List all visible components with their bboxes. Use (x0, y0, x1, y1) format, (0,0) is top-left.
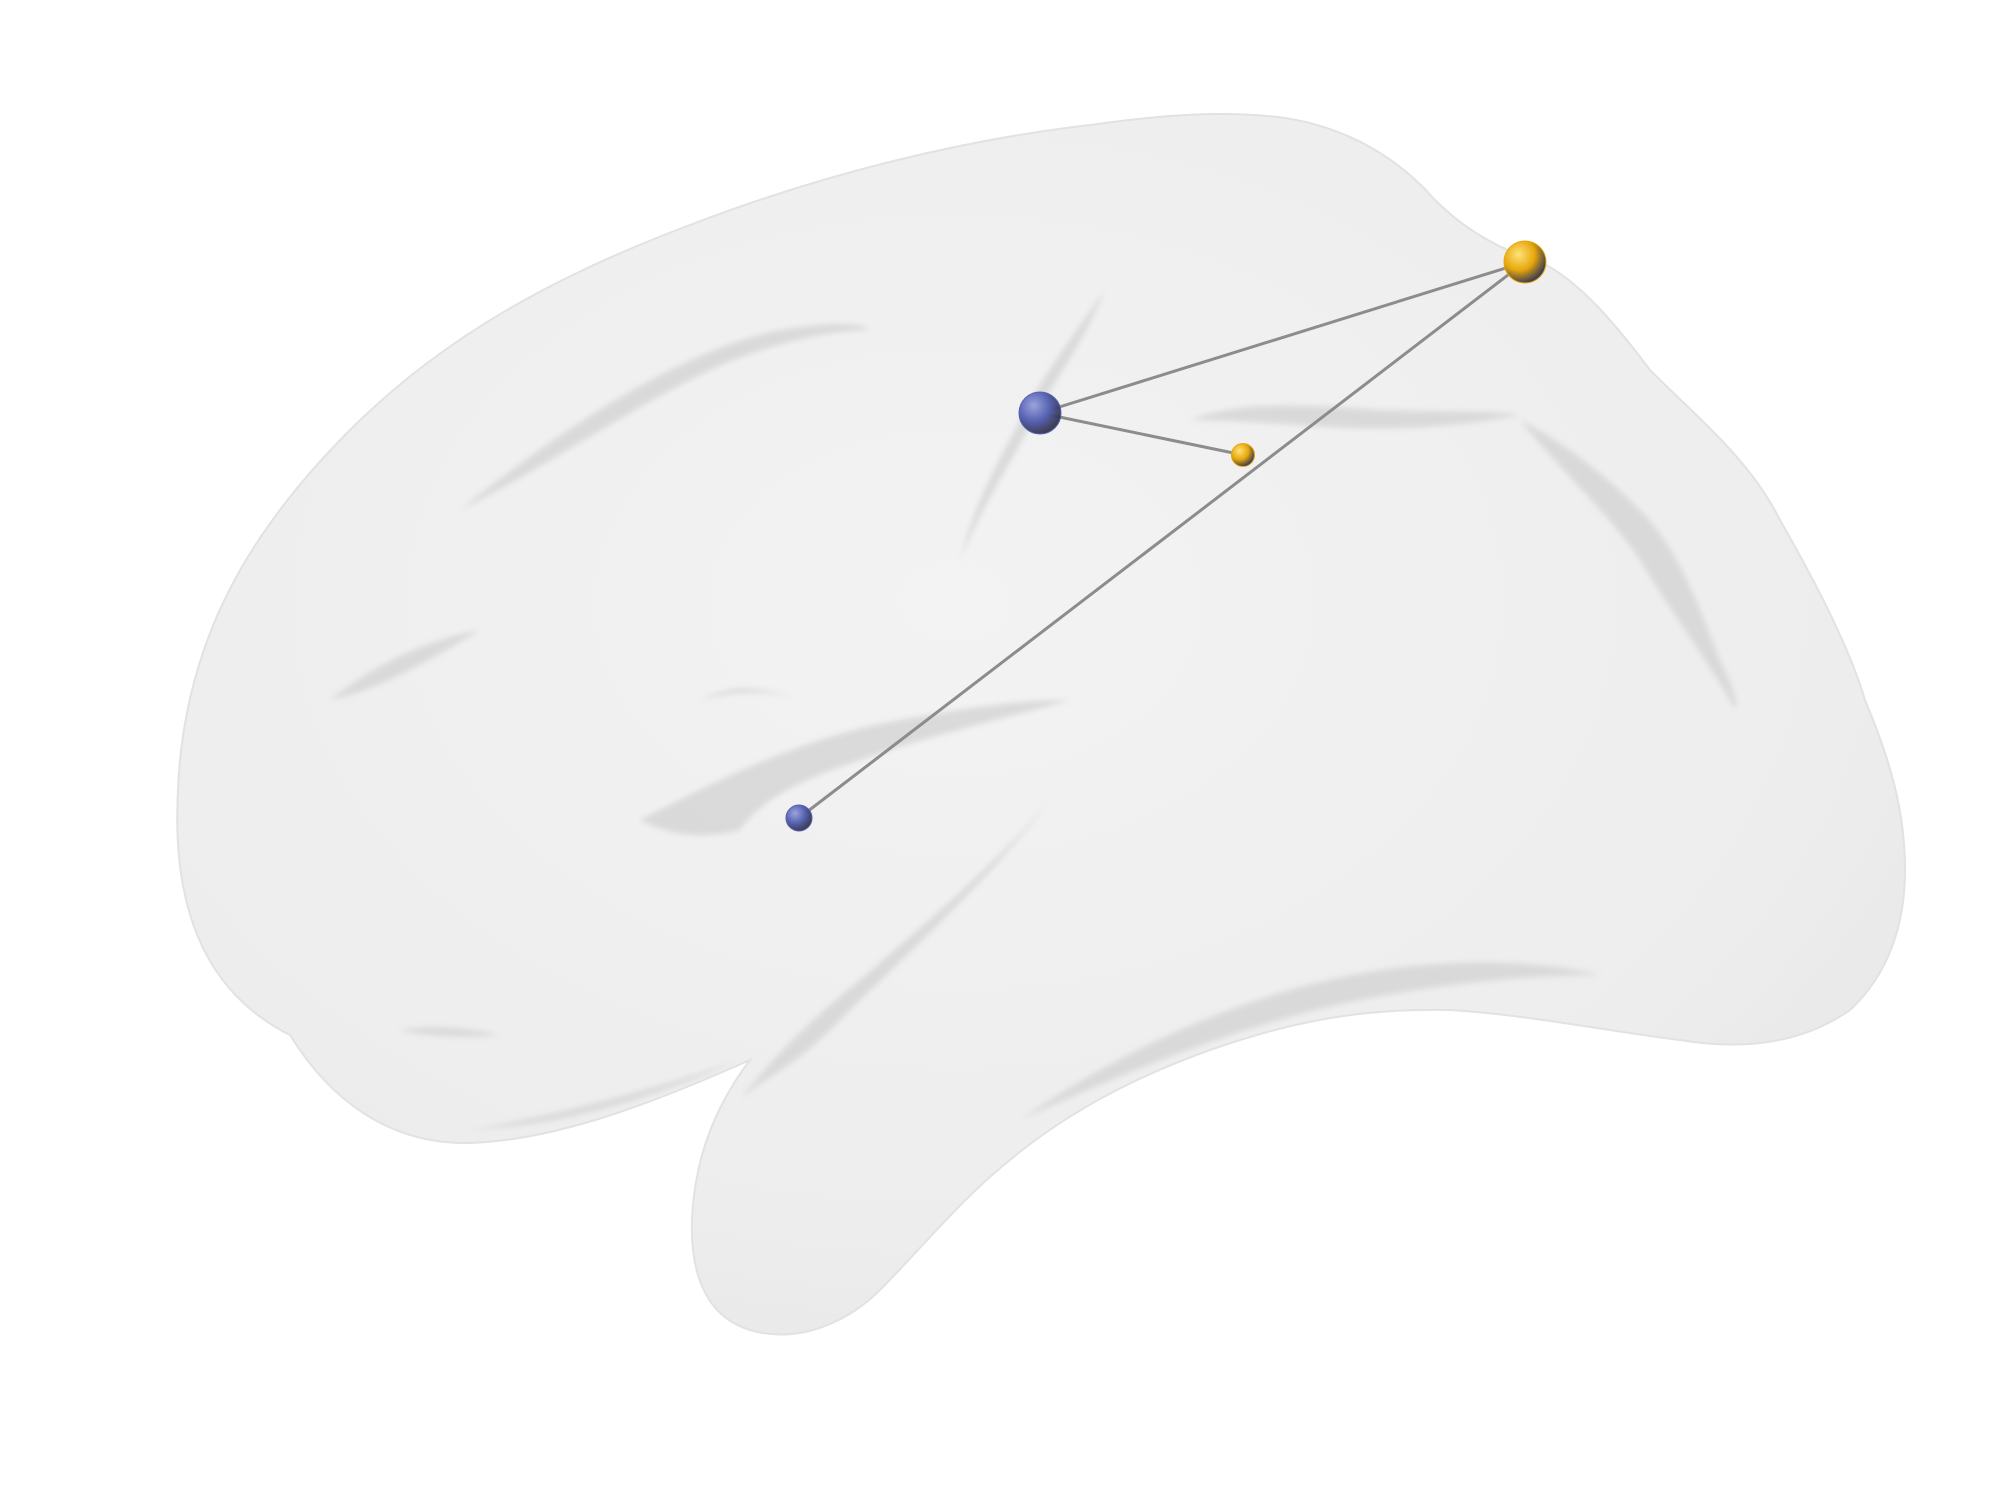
node-n2-gold (1230, 442, 1256, 468)
cortical-surface (176, 113, 1907, 1336)
network-edges (797, 260, 1527, 820)
postcentral-sulcus (1190, 405, 1520, 429)
edge-n1-n3 (1038, 260, 1527, 415)
edge-n1-n2 (1038, 411, 1245, 457)
lateral-fissure (640, 700, 1070, 836)
central-sulcus (960, 290, 1105, 560)
node-n4-blue (785, 804, 813, 832)
node-n1-blue (1018, 391, 1062, 435)
precentral-sulcus (700, 688, 800, 700)
superior-temporal-sulcus (1020, 962, 1600, 1120)
lateral-fissure-posterior (740, 800, 1050, 1100)
hemisphere-outline (176, 113, 1907, 1336)
inferior-frontal-sulcus (330, 630, 480, 700)
network-nodes (785, 240, 1547, 832)
orbital-sulcus (400, 1027, 500, 1037)
edge-n4-n3 (797, 260, 1527, 820)
node-n3-gold (1503, 240, 1547, 284)
